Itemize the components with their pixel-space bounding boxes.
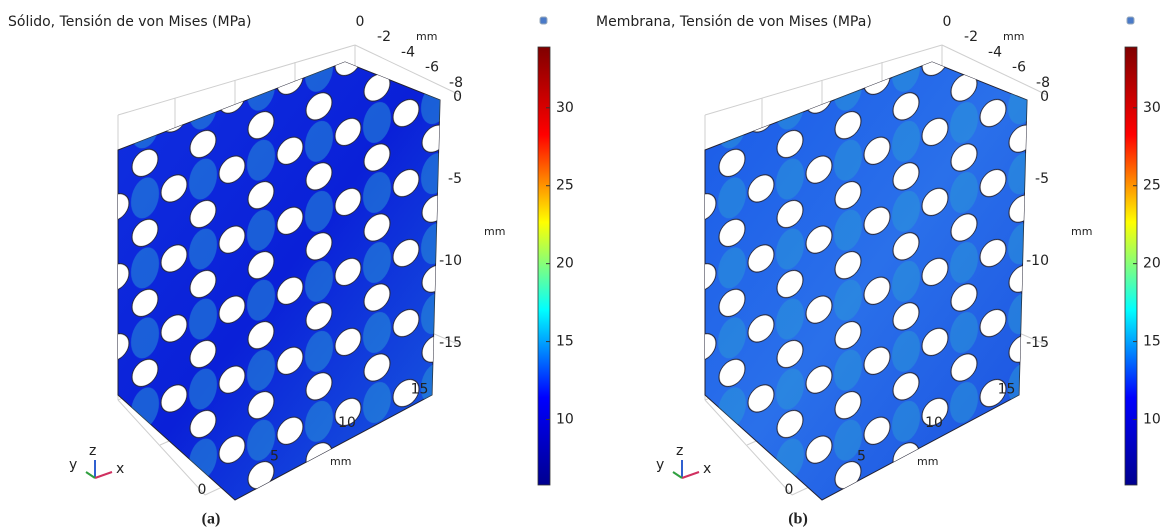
triad-y: [673, 472, 682, 478]
colorbar-tick-label: 20: [556, 256, 574, 272]
triad-y-label: y: [69, 457, 77, 473]
z-tick-label: -15: [1026, 335, 1049, 351]
y-tick-label: -2: [377, 29, 391, 45]
y-tick-label: -6: [1012, 60, 1026, 76]
y-tick-label: -2: [964, 29, 978, 45]
x-tick-label: 15: [998, 382, 1016, 398]
y-tick-label: -4: [401, 44, 415, 60]
x-axis-label: mm: [330, 455, 351, 468]
x-tick-label: 10: [925, 415, 943, 431]
panel-title: Membrana, Tensión de von Mises (MPa): [596, 14, 872, 30]
colorbar-tick-label: 25: [1143, 178, 1161, 194]
x-tick-label: 0: [198, 482, 207, 498]
triad-z-label: z: [89, 443, 96, 459]
y-tick-label: 0: [943, 14, 952, 30]
z-axis-label: mm: [1071, 225, 1092, 238]
colorbar-tick-label: 20: [1143, 256, 1161, 272]
z-tick-label: -5: [1035, 171, 1049, 187]
toolbar-icon: [1127, 17, 1134, 24]
triad-x: [682, 472, 699, 478]
colorbar-tick-label: 30: [1143, 100, 1161, 116]
x-tick-label: 5: [857, 449, 866, 465]
colorbar-tick-label: 25: [556, 178, 574, 194]
x-tick-label: 15: [411, 382, 429, 398]
lattice-holes: [118, 62, 440, 500]
triad-y: [86, 472, 95, 478]
x-tick-label: 5: [270, 449, 279, 465]
z-tick-label: -5: [448, 171, 462, 187]
x-tick-label: 10: [338, 415, 356, 431]
z-tick-label: -15: [439, 335, 462, 351]
colorbar-tick-label: 15: [556, 334, 574, 350]
x-tick-label: 0: [785, 482, 794, 498]
triad-y-label: y: [656, 457, 664, 473]
z-tick-label: -10: [439, 253, 462, 269]
triad-x-label: x: [703, 461, 711, 477]
triad-x-label: x: [116, 461, 124, 477]
lattice-holes: [705, 62, 1027, 500]
y-axis-label: mm: [416, 30, 437, 43]
figure: Sólido, Tensión de von Mises (MPa) 0 5 10 15…: [0, 0, 1164, 532]
colorbar-tick-label: 15: [1143, 334, 1161, 350]
colorbar-tick-label: 10: [1143, 412, 1161, 428]
panel: Sólido, Tensión de von Mises (MPa) 0 5 10 15…: [8, 14, 574, 528]
caption: (b): [788, 511, 808, 528]
y-tick-label: -4: [988, 44, 1002, 60]
y-tick-label: 0: [356, 14, 365, 30]
panel-title: Sólido, Tensión de von Mises (MPa): [8, 14, 251, 30]
z-axis-label: mm: [484, 225, 505, 238]
toolbar-icon: [540, 17, 547, 24]
x-axis-label: mm: [917, 455, 938, 468]
colorbar-tick-label: 10: [556, 412, 574, 428]
caption: (a): [202, 511, 221, 528]
z-tick-label: 0: [1040, 89, 1049, 105]
triad-z-label: z: [676, 443, 683, 459]
y-axis-label: mm: [1003, 30, 1024, 43]
z-tick-label: -10: [1026, 253, 1049, 269]
panel: Membrana, Tensión de von Mises (MPa) 0 5 10…: [596, 14, 1161, 528]
colorbar-tick-label: 30: [556, 100, 574, 116]
triad-x: [95, 472, 112, 478]
z-tick-label: 0: [453, 89, 462, 105]
y-tick-label: -6: [425, 60, 439, 76]
